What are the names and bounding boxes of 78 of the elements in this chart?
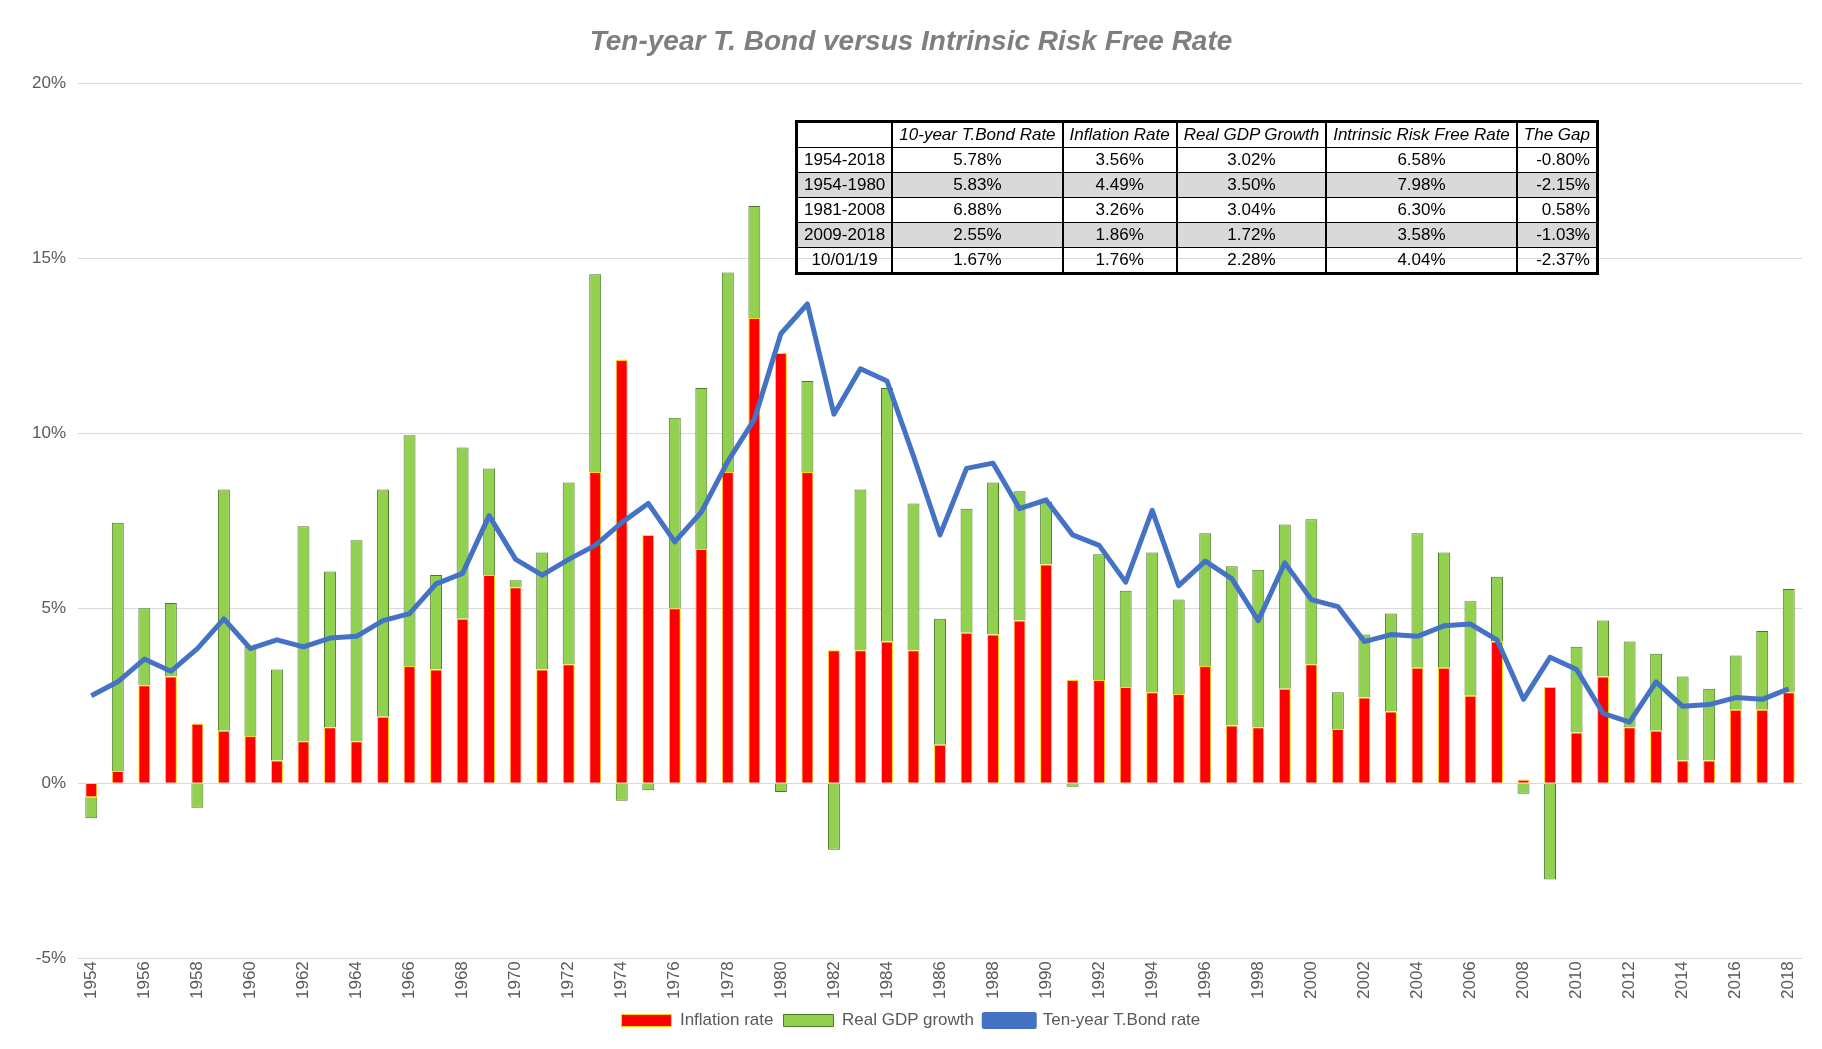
x-tick-label: 1964 [346,961,366,1000]
y-tick-label: 5% [41,598,67,618]
x-tick-label: 1978 [717,961,737,1000]
x-tick-label: 1982 [823,961,843,1000]
annotation: 7.98% [1326,172,1517,198]
annotation: 3.58% [1326,222,1517,248]
annotation: 1.72% [1176,222,1327,248]
legend-label: Ten-year T.Bond rate [1042,1010,1201,1030]
x-tick-label: 1974 [611,961,631,1000]
annotation: -0.80% [1516,147,1598,173]
annotation: 2009-2018 [796,222,893,248]
annotation: 3.04% [1176,197,1327,223]
annotation: -1.03% [1516,222,1598,248]
annotation: 1981-2008 [796,197,893,223]
legend-label: Inflation rate [679,1010,774,1030]
x-tick-label: 2018 [1778,961,1798,1000]
x-tick-label: 2016 [1725,961,1745,1000]
x-tick-label: 2000 [1301,961,1321,1000]
x-tick-label: 1994 [1141,961,1161,1000]
y-tick-label: 0% [41,772,67,792]
annotation: 1.86% [1062,222,1177,248]
annotation: 3.50% [1176,172,1327,198]
annotation: 1.76% [1062,247,1177,274]
y-tick-label: 20% [31,73,67,93]
y-tick-label: 15% [31,248,67,268]
x-tick-label: 1954 [80,961,100,1000]
annotation: 6.88% [892,197,1063,223]
x-tick-label: 1960 [240,961,260,1000]
annotation: -2.15% [1516,172,1598,198]
x-tick-label: 1996 [1194,961,1214,1000]
x-tick-label: 1984 [876,961,896,1000]
y-tick-label: -5% [35,947,67,967]
x-tick-label: 2010 [1566,961,1586,1000]
annotation: 4.04% [1326,247,1517,274]
x-tick-label: 1970 [505,961,525,1000]
x-tick-label: 1968 [452,961,472,1000]
x-tick-label: 2006 [1460,961,1480,1000]
annotation: The Gap [1516,121,1598,148]
x-tick-label: 2014 [1672,961,1692,1000]
x-tick-label: 1980 [770,961,790,1000]
annotation: -2.37% [1516,247,1598,274]
x-tick-label: 2004 [1407,961,1427,1000]
x-tick-label: 1958 [187,961,207,1000]
annotation: 10/01/19 [796,247,893,274]
legend-label: Real GDP growth [841,1010,974,1030]
annotation: 1.67% [892,247,1063,274]
x-tick-label: 1966 [399,961,419,1000]
x-tick-label: 2008 [1513,961,1533,1000]
x-tick-label: 1986 [929,961,949,1000]
x-tick-label: 1962 [293,961,313,1000]
annotation: 6.58% [1326,147,1517,173]
annotation: 3.02% [1176,147,1327,173]
x-tick-label: 2002 [1354,961,1374,1000]
x-tick-label: 1956 [134,961,154,1000]
x-tick-label: 1990 [1035,961,1055,1000]
y-tick-label: 10% [31,423,67,443]
annotation: 3.56% [1062,147,1177,173]
x-tick-label: 2012 [1619,961,1639,1000]
x-tick-label: 1988 [982,961,1002,1000]
annotation: Inflation Rate [1062,121,1177,148]
annotation: 1954-1980 [796,172,893,198]
annotation: 0.58% [1516,197,1598,223]
annotation: Real GDP Growth [1176,121,1327,148]
chart-title: Ten-year T. Bond versus Intrinsic Risk Free Rate [589,24,1233,56]
annotation: 1954-2018 [796,147,893,173]
annotation: 5.78% [892,147,1063,173]
annotation: 4.49% [1062,172,1177,198]
annotation: 3.26% [1062,197,1177,223]
x-tick-label: 1998 [1247,961,1267,1000]
annotation: 5.83% [892,172,1063,198]
x-tick-label: 1976 [664,961,684,1000]
annotation: 6.30% [1326,197,1517,223]
annotation: 2.55% [892,222,1063,248]
annotation: 2.28% [1176,247,1327,274]
x-tick-label: 1992 [1088,961,1108,1000]
annotation: Intrinsic Risk Free Rate [1326,121,1517,148]
x-tick-label: 1972 [558,961,578,1000]
annotation: 10-year T.Bond Rate [892,121,1063,148]
